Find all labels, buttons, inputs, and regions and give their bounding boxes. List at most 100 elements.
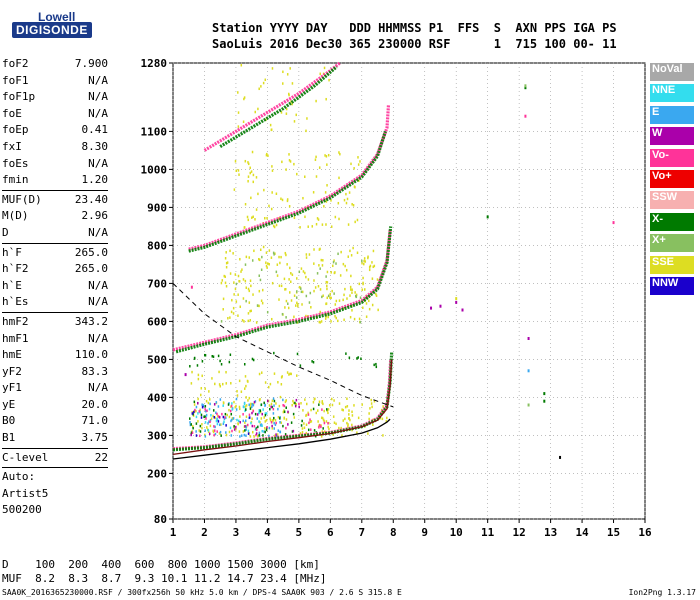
echo-point xyxy=(206,426,208,429)
echo-point xyxy=(327,422,329,425)
echo-point xyxy=(332,264,334,268)
param-name: yF1 xyxy=(2,381,22,395)
echo-point xyxy=(286,199,289,203)
echo-point xyxy=(221,382,224,386)
echo-point xyxy=(455,297,458,301)
echo-point xyxy=(225,284,228,288)
echo-point xyxy=(271,281,274,285)
legend-item: X- xyxy=(650,212,694,231)
echo-point xyxy=(190,285,193,289)
echo-point xyxy=(245,415,248,418)
echo-point xyxy=(375,365,378,369)
echo-point xyxy=(330,199,332,202)
echo-point xyxy=(344,287,346,291)
echo-point xyxy=(351,423,353,427)
echo-point xyxy=(304,271,306,275)
echo-point xyxy=(231,402,233,405)
echo-point xyxy=(283,410,286,414)
echo-point xyxy=(201,426,203,430)
echo-point xyxy=(357,163,360,166)
echo-point xyxy=(240,390,243,393)
echo-point xyxy=(338,151,340,154)
echo-point xyxy=(281,160,283,164)
param-row: h`Es N/A xyxy=(2,294,108,311)
echo-point xyxy=(382,434,384,437)
echo-point xyxy=(351,291,353,294)
echo-point xyxy=(318,403,320,406)
param-name: foEs xyxy=(2,156,29,170)
echo-point xyxy=(208,390,210,393)
echo-point xyxy=(258,289,261,293)
param-row: h`F 265.0 xyxy=(2,245,108,262)
echo-point xyxy=(341,408,343,411)
echo-point xyxy=(230,404,233,408)
echo-point xyxy=(262,408,264,411)
echo-point xyxy=(346,297,348,300)
echo-point xyxy=(354,291,356,294)
echo-point xyxy=(269,123,272,127)
echo-point xyxy=(289,67,291,70)
echo-point xyxy=(255,428,258,432)
echo-point xyxy=(199,408,201,412)
echo-point xyxy=(245,425,247,429)
echo-point xyxy=(361,261,363,265)
echo-point xyxy=(199,430,202,433)
echo-point xyxy=(200,387,203,390)
echo-point xyxy=(190,423,192,426)
echo-point xyxy=(293,315,295,319)
echo-point xyxy=(292,429,295,433)
echo-point xyxy=(322,259,324,262)
echo-point xyxy=(219,398,222,401)
echo-point xyxy=(305,423,308,427)
echo-point xyxy=(326,184,328,187)
param-value: N/A xyxy=(88,278,108,292)
echo-point xyxy=(612,221,615,225)
echo-point xyxy=(284,306,286,309)
echo-point xyxy=(244,375,247,378)
echo-point xyxy=(270,405,273,409)
echo-point xyxy=(331,289,333,293)
echo-point xyxy=(276,263,279,266)
echo-point xyxy=(295,398,298,402)
echo-point xyxy=(328,421,330,425)
echo-point xyxy=(256,413,259,416)
param-value: 0.41 xyxy=(81,123,109,137)
echo-point xyxy=(198,410,201,413)
echo-point xyxy=(229,272,232,275)
param-value: N/A xyxy=(88,381,108,395)
echo-point xyxy=(238,379,241,383)
param-name: h`Es xyxy=(2,295,29,309)
echo-point xyxy=(221,412,223,416)
echo-point xyxy=(284,400,287,404)
echo-point xyxy=(250,170,253,173)
echo-point xyxy=(309,418,311,421)
echo-point xyxy=(284,433,287,436)
echo-point xyxy=(264,427,266,430)
echo-point xyxy=(348,409,350,412)
param-value: 1.20 xyxy=(81,173,109,187)
echo-point xyxy=(204,429,206,432)
echo-point xyxy=(261,255,263,259)
echo-point xyxy=(201,360,204,363)
echo-point xyxy=(281,375,283,378)
echo-point xyxy=(275,192,278,196)
echo-point xyxy=(300,290,303,294)
echo-trace xyxy=(188,104,391,251)
echo-point xyxy=(242,413,244,416)
logo-line1: Lowell xyxy=(38,10,76,24)
echo-point xyxy=(315,175,318,178)
echo-point xyxy=(217,354,220,358)
echo-point xyxy=(235,397,238,401)
echo-point xyxy=(247,429,250,433)
param-value: 22 xyxy=(94,450,108,464)
echo-point xyxy=(285,112,288,115)
echo-point xyxy=(270,128,273,132)
echo-point xyxy=(258,411,260,415)
echo-point xyxy=(259,248,262,252)
echo-point xyxy=(304,175,306,178)
echo-point xyxy=(320,258,323,262)
echo-point xyxy=(285,299,288,303)
echo-point xyxy=(216,430,218,433)
echo-point xyxy=(273,404,275,407)
echo-point xyxy=(225,382,228,385)
